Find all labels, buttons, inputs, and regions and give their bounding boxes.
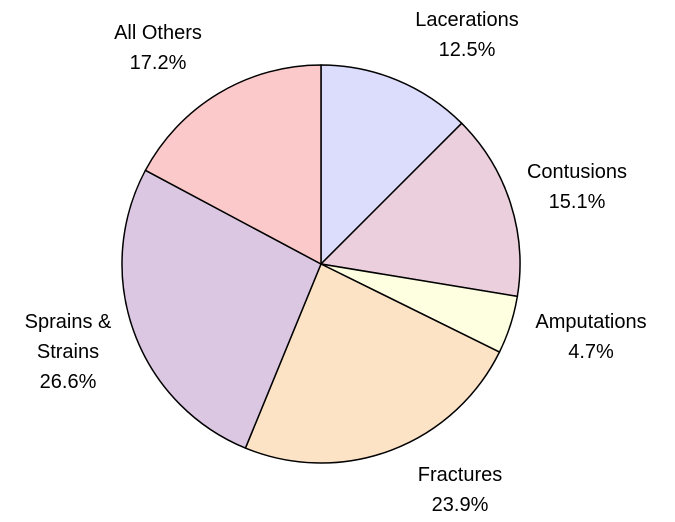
category-name: All Others (114, 22, 202, 44)
value-label: 15.1% (548, 191, 606, 213)
value-label: 12.5% (438, 39, 496, 61)
value-label: 23.9% (431, 494, 489, 516)
value-label: 26.6% (39, 371, 97, 393)
category-name: Lacerations (415, 9, 519, 31)
pie-slice (320, 64, 463, 266)
pie-slice (319, 122, 521, 298)
slice-label: All Others 17.2% (58, 18, 258, 78)
pie-slice (244, 262, 501, 464)
value-label: 4.7% (568, 341, 614, 363)
category-name: Sprains & Strains (24, 311, 112, 363)
slice-label: Contusions 15.1% (477, 157, 675, 217)
pie-slice (121, 169, 322, 450)
pie-slice (144, 64, 322, 266)
category-name: Amputations (535, 311, 647, 333)
category-name: Fractures (417, 464, 503, 486)
slice-label: Lacerations 12.5% (367, 5, 567, 65)
slice-label: Amputations 4.7% (491, 307, 675, 367)
slice-label: Fractures 23.9% (360, 460, 560, 520)
value-label: 17.2% (129, 52, 187, 74)
category-name: Contusions (526, 161, 628, 183)
slice-label: Sprains & Strains 26.6% (18, 307, 118, 397)
